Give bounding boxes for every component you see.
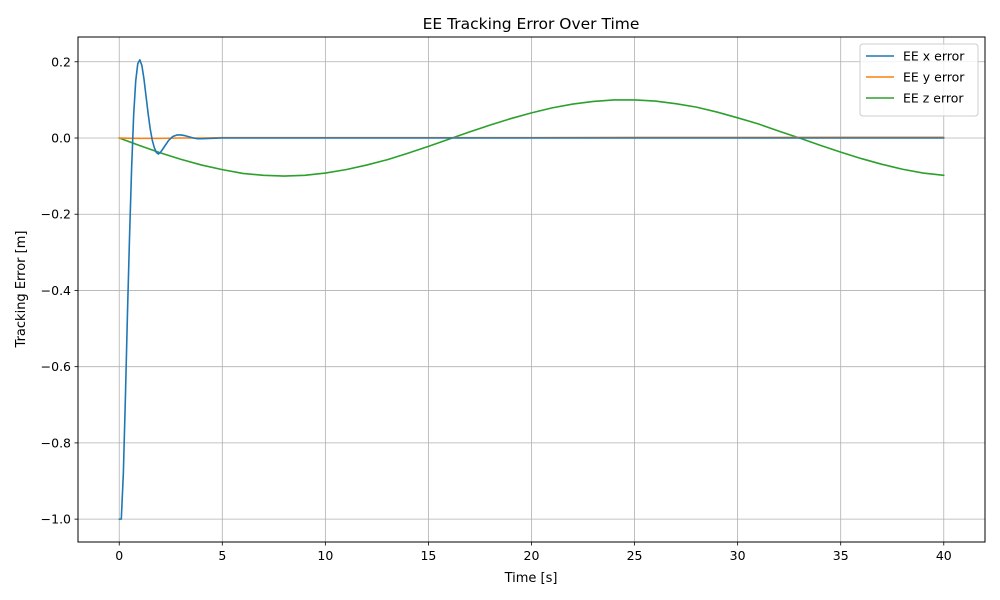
ticks: 0 5 10 15 20 25 30 35 40 −1.0 −0.8 −0.6 −0.4 −0.2 0.0 0… [41, 54, 952, 563]
series-layer [118, 59, 945, 520]
legend-entry-x: EE x error [903, 49, 965, 64]
legend-entry-y: EE y error [903, 70, 965, 85]
x-tick-label: 0 [115, 548, 123, 563]
grid [78, 37, 985, 542]
x-tick-label: 5 [218, 548, 226, 563]
y-tick-label: −0.6 [41, 359, 71, 374]
y-tick-label: −0.4 [41, 283, 71, 298]
series-line-ee-z-error [118, 99, 945, 177]
y-tick-label: −1.0 [41, 512, 71, 527]
y-axis-label: Tracking Error [m] [14, 231, 29, 349]
y-tick-label: 0.2 [51, 54, 71, 69]
y-tick-label: −0.8 [41, 435, 71, 450]
x-tick-label: 25 [627, 548, 643, 563]
x-tick-label: 40 [936, 548, 952, 563]
legend: EE x error EE y error EE z error [859, 43, 979, 117]
x-tick-label: 15 [420, 548, 436, 563]
x-tick-label: 30 [730, 548, 746, 563]
x-tick-label: 20 [524, 548, 540, 563]
x-tick-label: 35 [833, 548, 849, 563]
legend-entry-z: EE z error [903, 91, 964, 106]
x-tick-label: 10 [317, 548, 333, 563]
y-tick-label: 0.0 [51, 131, 71, 146]
chart-title: EE Tracking Error Over Time [423, 15, 640, 33]
x-axis-label: Time [s] [504, 571, 558, 586]
series-line-ee-x-error [118, 59, 945, 520]
y-tick-label: −0.2 [41, 207, 71, 222]
